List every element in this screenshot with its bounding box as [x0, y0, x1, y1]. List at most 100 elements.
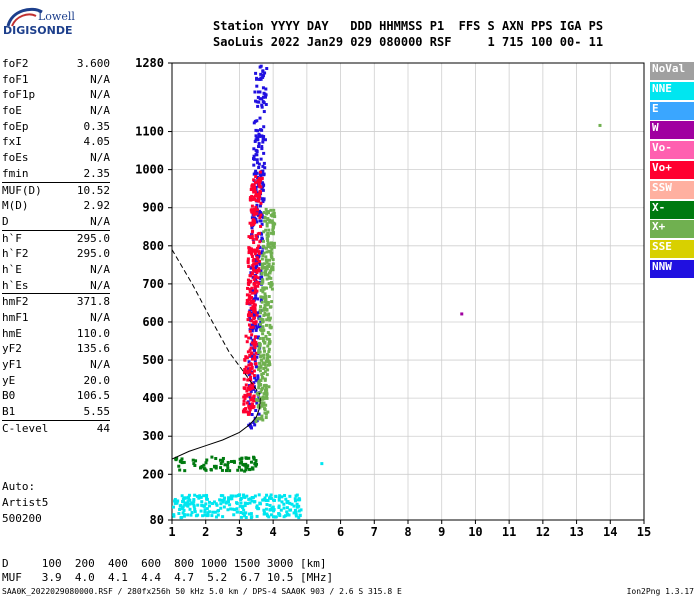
echo-point [259, 277, 263, 281]
echo-point [244, 468, 248, 472]
params-divider [2, 293, 110, 295]
echo-point [257, 267, 261, 271]
echo-point [252, 405, 256, 409]
echo-point [279, 508, 283, 512]
echo-point [252, 163, 256, 167]
echo-point [270, 251, 274, 255]
echo-point [244, 511, 248, 515]
echo-point [258, 189, 262, 193]
echo-point [250, 404, 254, 408]
echo-point [233, 508, 237, 512]
param-label: B1 [2, 405, 16, 419]
echo-point [262, 262, 266, 266]
distance-row: D 100 200 400 600 800 1000 1500 3000 [km… [2, 557, 327, 570]
echo-point [253, 90, 257, 94]
echo-point [263, 215, 267, 219]
echo-point [261, 188, 265, 192]
echo-point [259, 157, 263, 161]
echo-point [226, 508, 230, 512]
param-label: yE [2, 373, 16, 387]
echo-point [247, 402, 251, 406]
echo-point [248, 353, 252, 357]
echo-point [266, 331, 270, 335]
echo-point [247, 373, 251, 377]
echo-point [254, 99, 258, 103]
echo-point [249, 326, 253, 330]
echo-point [254, 365, 258, 369]
echo-point [183, 501, 187, 505]
echo-point [271, 226, 275, 230]
echo-point [258, 97, 262, 101]
echo-point [266, 264, 270, 268]
echo-point [252, 299, 256, 303]
echo-point [253, 288, 257, 292]
echo-point [250, 208, 254, 212]
echo-point [265, 222, 269, 226]
echo-point [252, 305, 256, 309]
echo-point [267, 385, 271, 389]
electron-density-profile [171, 398, 261, 460]
param-value: N/A [90, 262, 110, 276]
logo-lowell-text: Lowell [38, 10, 75, 23]
echo-point [265, 392, 269, 396]
echo-point [235, 507, 239, 511]
echo-point [252, 184, 256, 188]
echo-point [254, 296, 258, 300]
echo-point [258, 317, 262, 321]
param-label: yF1 [2, 358, 22, 372]
echo-point [202, 504, 206, 508]
param-label: h`F2 [2, 247, 29, 261]
echo-point [249, 512, 253, 516]
echo-point [200, 464, 204, 468]
param-label: foF2 [2, 57, 29, 70]
echo-point [247, 336, 251, 340]
echo-point [257, 365, 261, 369]
echo-point [260, 222, 264, 226]
echo-point [255, 136, 259, 140]
echo-point [178, 459, 182, 463]
echo-point [226, 500, 230, 504]
echo-point [213, 465, 217, 469]
echo-point [216, 509, 220, 513]
echo-point [250, 327, 254, 331]
echo-point [260, 105, 264, 109]
echo-point [222, 505, 226, 509]
echo-point [260, 387, 264, 391]
echo-point [261, 308, 265, 312]
echo-point [210, 514, 214, 518]
echo-point [244, 456, 248, 460]
echo-point [253, 285, 257, 289]
echo-point [269, 281, 273, 285]
param-label: M(D) [2, 199, 29, 213]
echo-point [257, 386, 261, 390]
params-divider [2, 229, 110, 231]
echo-point [264, 103, 268, 107]
echo-point [251, 218, 255, 222]
echo-point [235, 501, 239, 505]
echo-point [246, 386, 250, 390]
echo-point [271, 266, 275, 270]
echo-point [229, 507, 233, 511]
echo-point [252, 420, 256, 424]
echo-point [207, 510, 211, 514]
param-label: D [2, 214, 9, 228]
echo-point [260, 231, 264, 235]
echo-point [268, 245, 272, 249]
echo-point [204, 497, 208, 501]
echo-point [173, 499, 177, 503]
y-tick-label: 800 [142, 239, 164, 253]
echo-point [295, 493, 299, 497]
echo-point [264, 228, 268, 232]
echo-point [270, 300, 274, 304]
echo-point [258, 259, 262, 263]
echo-point [253, 186, 257, 190]
echo-point [247, 297, 251, 301]
echo-point [252, 121, 256, 125]
echo-point [260, 251, 264, 255]
echo-point [251, 496, 255, 500]
scaled-parameters-panel: foF2 3.600 foF1 N/A foF1p N/A foE N/A foEp 0.35 fx… [2, 56, 110, 437]
echo-point [460, 312, 464, 316]
echo-point [259, 288, 263, 292]
echo-point [260, 266, 264, 270]
echo-point [257, 182, 261, 186]
